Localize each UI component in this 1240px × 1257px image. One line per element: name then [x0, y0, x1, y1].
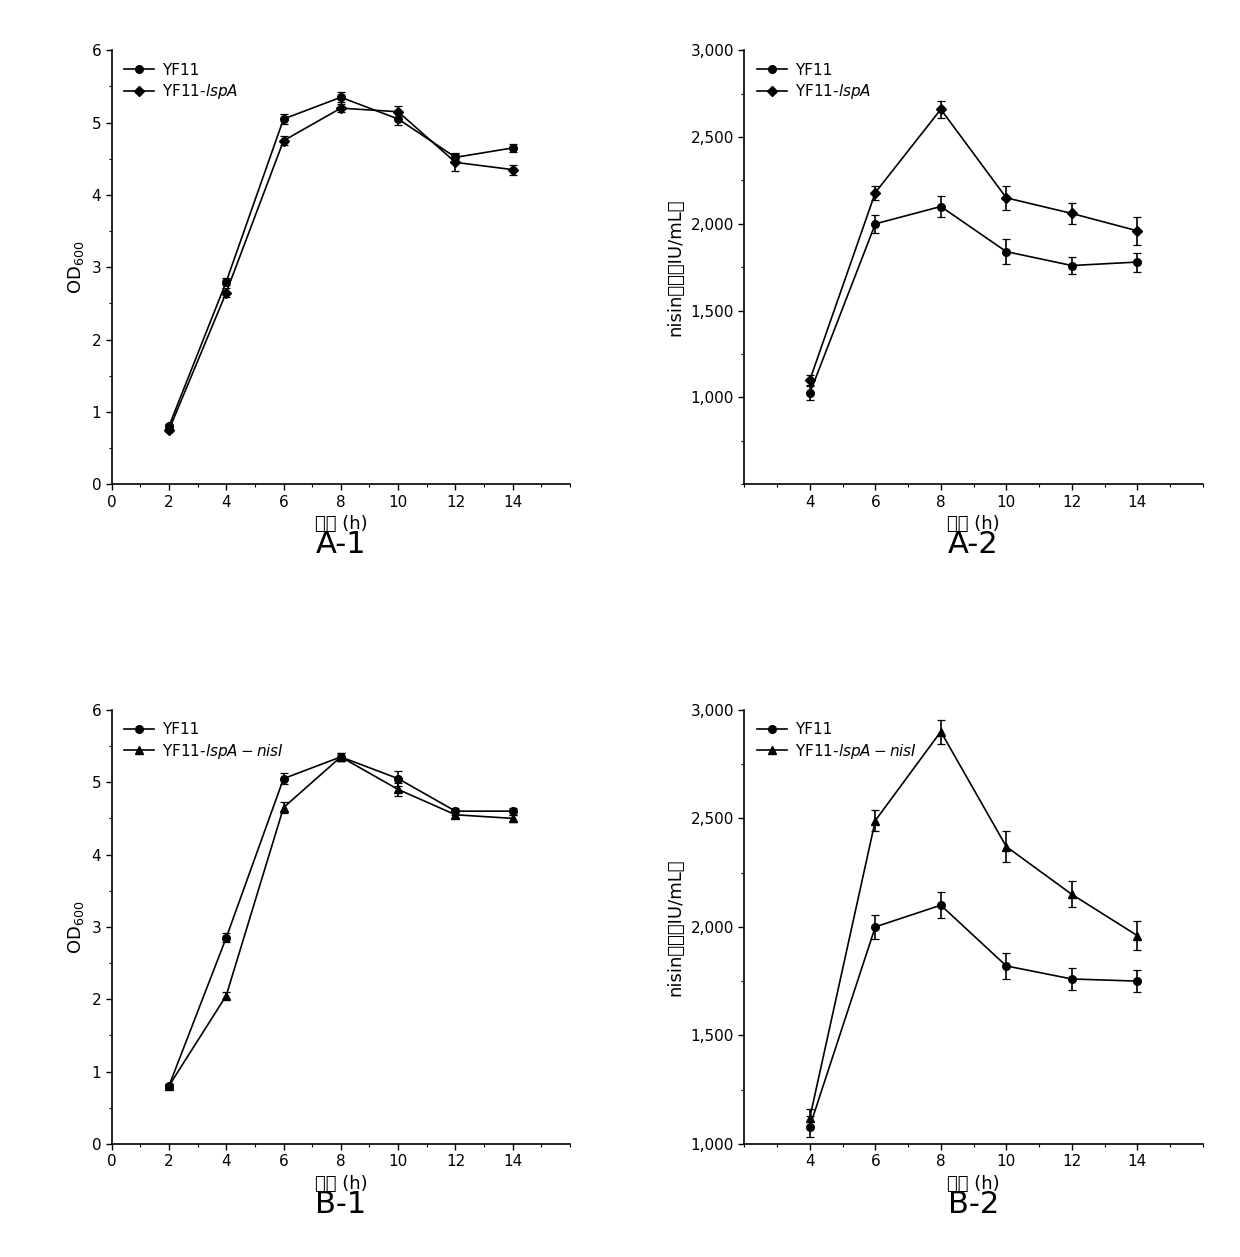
X-axis label: 时间 (h): 时间 (h) [947, 1175, 999, 1193]
Text: A-1: A-1 [315, 530, 366, 559]
X-axis label: 时间 (h): 时间 (h) [947, 515, 999, 533]
Y-axis label: OD$_{600}$: OD$_{600}$ [66, 240, 86, 294]
Y-axis label: OD$_{600}$: OD$_{600}$ [66, 900, 86, 954]
Legend: YF11, YF11-$\it{lspA}$: YF11, YF11-$\it{lspA}$ [119, 58, 243, 106]
Y-axis label: nisin效价（IU/mL）: nisin效价（IU/mL） [667, 859, 684, 996]
Text: B-2: B-2 [947, 1189, 999, 1219]
Legend: YF11, YF11-$\it{lspA-nisI}$: YF11, YF11-$\it{lspA-nisI}$ [751, 718, 921, 766]
Y-axis label: nisin效价（IU/mL）: nisin效价（IU/mL） [667, 199, 684, 336]
X-axis label: 时间 (h): 时间 (h) [315, 1175, 367, 1193]
Legend: YF11, YF11-$\it{lspA-nisI}$: YF11, YF11-$\it{lspA-nisI}$ [119, 718, 289, 766]
Text: A-2: A-2 [949, 530, 999, 559]
X-axis label: 时间 (h): 时间 (h) [315, 515, 367, 533]
Text: B-1: B-1 [315, 1189, 367, 1219]
Legend: YF11, YF11-$\it{lspA}$: YF11, YF11-$\it{lspA}$ [751, 58, 875, 106]
